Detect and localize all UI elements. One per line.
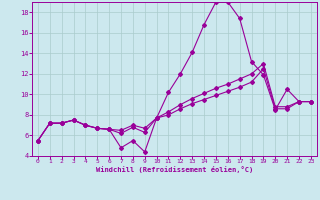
X-axis label: Windchill (Refroidissement éolien,°C): Windchill (Refroidissement éolien,°C) [96,166,253,173]
